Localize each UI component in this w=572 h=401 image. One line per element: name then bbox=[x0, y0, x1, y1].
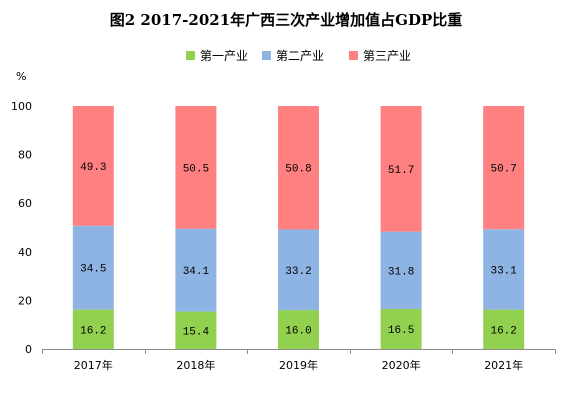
y-tick-label: 20 bbox=[18, 294, 32, 307]
data-label: 16.2 bbox=[490, 325, 516, 337]
data-label: 33.1 bbox=[490, 265, 517, 277]
y-tick-label: 40 bbox=[18, 246, 32, 259]
data-label: 49.3 bbox=[80, 162, 106, 174]
data-label: 16.0 bbox=[285, 326, 311, 338]
y-tick-label: 100 bbox=[11, 100, 32, 113]
bars bbox=[72, 106, 525, 349]
bar-segment bbox=[72, 225, 114, 310]
data-labels: 16.2 34.5 49.3 15.4 34.1 50.5 16.0 33.2 50.8 16.5… bbox=[80, 162, 517, 338]
bar-segment bbox=[483, 309, 525, 349]
bar-segment bbox=[175, 106, 217, 229]
legend-label: 第一产业 bbox=[200, 49, 248, 63]
bar-segment bbox=[483, 229, 525, 310]
chart-title: 图2 2017-2021年广西三次产业增加值占GDP比重 bbox=[110, 11, 462, 29]
data-label: 31.8 bbox=[388, 266, 414, 278]
x-tick-label: 2017年 bbox=[74, 358, 113, 372]
legend-label: 第二产业 bbox=[276, 49, 324, 63]
data-label: 50.7 bbox=[490, 164, 516, 176]
x-tick-label: 2020年 bbox=[382, 358, 421, 372]
legend-swatch bbox=[349, 51, 358, 60]
x-axis: 2017年 2018年 2019年 2020年 2021年 bbox=[42, 349, 556, 372]
bar-segment bbox=[72, 309, 114, 349]
y-axis-unit: % bbox=[16, 70, 26, 83]
bar-segment bbox=[380, 308, 422, 349]
x-tick-label: 2019年 bbox=[279, 358, 318, 372]
bar-segment bbox=[380, 106, 422, 232]
y-tick-label: 80 bbox=[18, 149, 32, 162]
bar-segment bbox=[278, 310, 319, 349]
legend-swatch bbox=[262, 51, 271, 60]
bar-segment bbox=[278, 106, 319, 230]
x-tick-label: 2021年 bbox=[484, 358, 523, 372]
bar-segment bbox=[380, 231, 422, 309]
bar-segment bbox=[483, 106, 525, 230]
data-label: 34.1 bbox=[183, 266, 210, 278]
data-label: 50.5 bbox=[183, 163, 209, 175]
data-label: 51.7 bbox=[388, 165, 414, 177]
legend-swatch bbox=[186, 51, 195, 60]
legend-label: 第三产业 bbox=[363, 49, 411, 63]
bar-segment bbox=[175, 228, 217, 312]
data-label: 16.2 bbox=[80, 325, 106, 337]
bar-segment bbox=[72, 106, 114, 226]
y-axis-ticks: 0 20 40 60 80 100 bbox=[11, 100, 32, 356]
data-label: 16.5 bbox=[388, 325, 414, 337]
x-tick-label: 2018年 bbox=[176, 358, 215, 372]
bar-segment bbox=[175, 311, 217, 349]
bar-segment bbox=[278, 229, 319, 311]
data-label: 33.2 bbox=[285, 266, 311, 278]
data-label: 15.4 bbox=[183, 326, 210, 338]
y-tick-label: 60 bbox=[18, 197, 32, 210]
y-tick-label: 0 bbox=[25, 343, 32, 356]
data-label: 50.8 bbox=[285, 164, 311, 176]
data-label: 34.5 bbox=[80, 264, 106, 276]
legend: 第一产业 第二产业 第三产业 bbox=[186, 49, 411, 63]
